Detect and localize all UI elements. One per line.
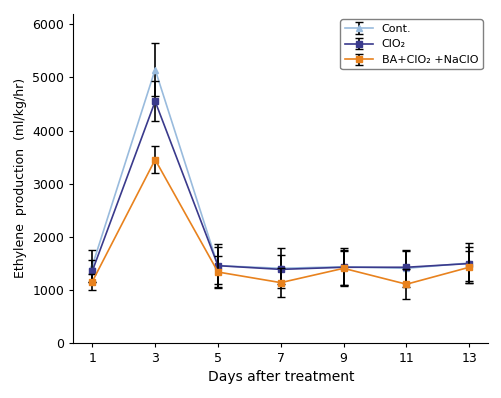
X-axis label: Days after treatment: Days after treatment [207, 370, 353, 384]
Legend: Cont., ClO₂, BA+ClO₂ +NaClO: Cont., ClO₂, BA+ClO₂ +NaClO [340, 20, 481, 69]
Y-axis label: Ethylene  production  (ml/kg/hr): Ethylene production (ml/kg/hr) [14, 78, 27, 278]
